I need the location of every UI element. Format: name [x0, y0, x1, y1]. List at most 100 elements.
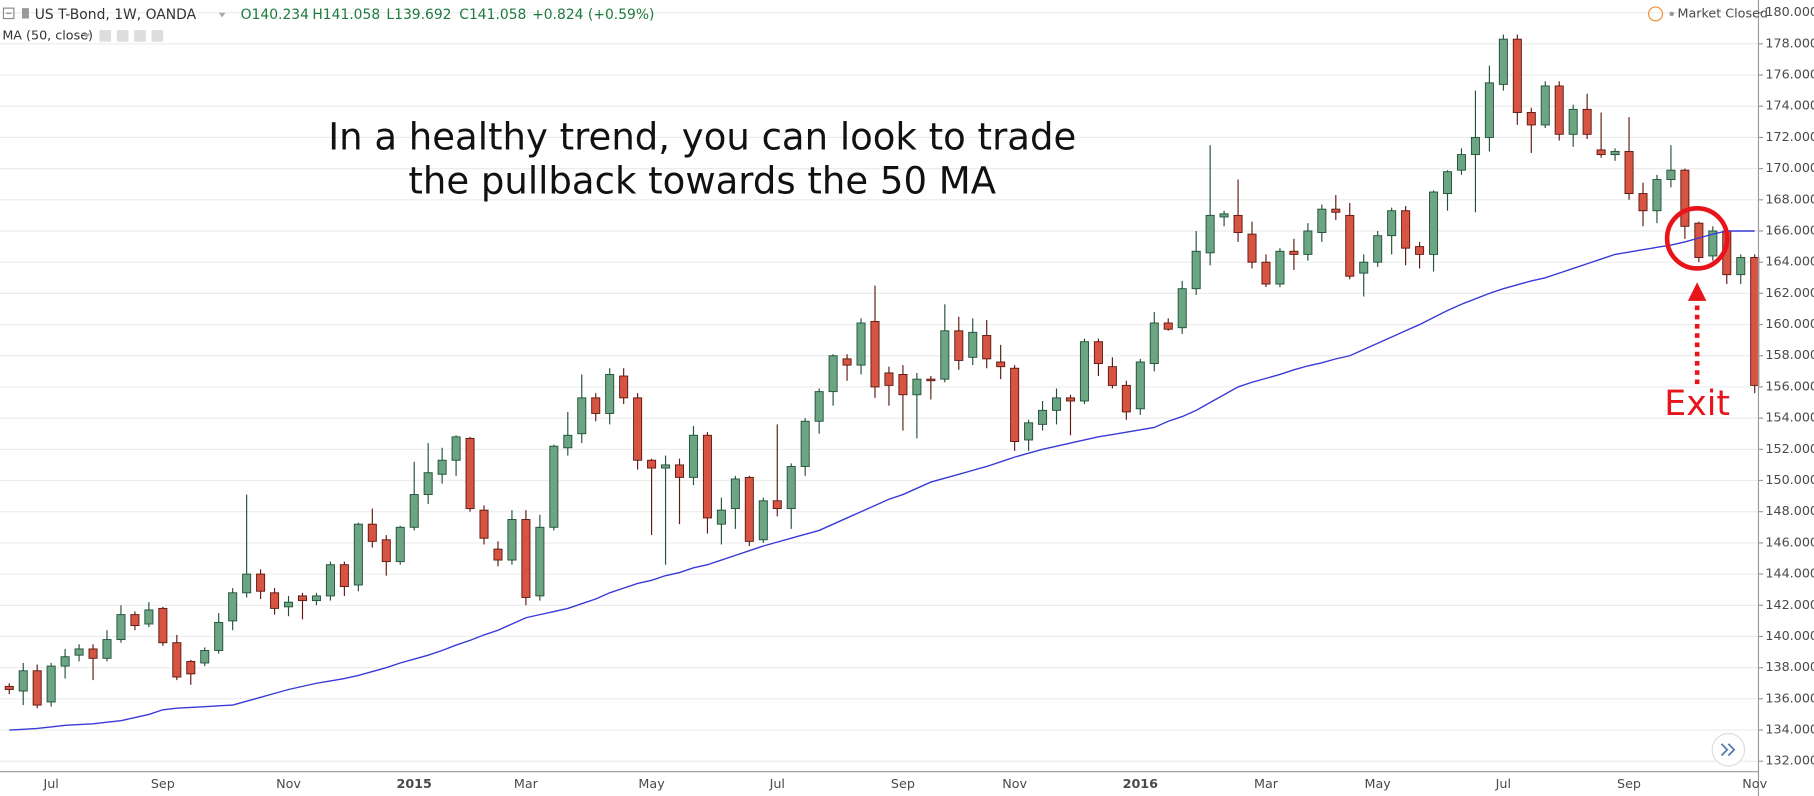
y-tick-label: 152.000: [1765, 441, 1814, 456]
candle-body: [228, 592, 238, 622]
candle-body: [674, 464, 685, 478]
candle-body: [74, 648, 84, 656]
candle-body: [856, 322, 866, 366]
candle-body: [1289, 250, 1299, 255]
candle-body: [1149, 322, 1159, 365]
y-tick-label: 166.000: [1765, 222, 1814, 237]
candle-body: [507, 519, 517, 561]
candle-body: [1415, 246, 1425, 255]
x-tick-label: Mar: [1254, 776, 1279, 791]
exit-circle: [1664, 205, 1730, 271]
candle-body: [814, 391, 824, 422]
candle-body: [884, 372, 894, 386]
candle-body: [1708, 230, 1718, 257]
candle-body: [1247, 233, 1257, 263]
candle-body: [284, 601, 294, 608]
y-tick-label: 176.000: [1765, 67, 1814, 82]
candle-body: [88, 648, 98, 659]
ohlc-close: C141.058: [459, 7, 526, 23]
candle-body: [563, 434, 573, 449]
candle-body: [353, 523, 363, 586]
candle-body: [940, 330, 950, 380]
candle-body: [256, 573, 266, 592]
candle-body: [716, 509, 726, 525]
y-tick-label: 158.000: [1765, 347, 1814, 362]
candle-body: [339, 564, 349, 588]
y-tick-label: 164.000: [1765, 254, 1814, 269]
y-tick-label: 172.000: [1765, 129, 1814, 144]
candle-body: [926, 378, 936, 382]
legend-ma[interactable]: MA (50, close): [2, 27, 93, 42]
candle-body: [954, 330, 964, 361]
candle-body: [1345, 214, 1355, 277]
candle-body: [1680, 169, 1690, 227]
candle-body: [158, 607, 168, 644]
candle-body: [1554, 85, 1564, 135]
candle-body: [898, 374, 908, 396]
y-tick-label: 174.000: [1765, 98, 1814, 113]
y-tick-label: 140.000: [1765, 628, 1814, 643]
candle-body: [1373, 235, 1383, 263]
symbol-title[interactable]: US T-Bond, 1W, OANDA: [35, 7, 197, 23]
candle-body: [1024, 422, 1034, 441]
candle-body: [1331, 208, 1341, 213]
ma-add-button[interactable]: [134, 30, 146, 42]
candle-body: [772, 500, 782, 510]
candle-body: [144, 609, 154, 625]
candle-body: [1526, 112, 1536, 126]
candle-body: [730, 478, 740, 510]
candle-body: [1638, 193, 1648, 212]
candle-body: [1261, 261, 1271, 285]
x-tick-label: Sep: [151, 776, 175, 791]
status-icon: [1647, 6, 1664, 22]
candle-body: [116, 614, 126, 641]
candle-body: [493, 548, 503, 561]
candle-body: [661, 464, 671, 469]
candle-body: [688, 434, 698, 478]
candle-body: [1596, 149, 1606, 156]
candle-body: [577, 397, 587, 435]
candle-body: [186, 660, 196, 675]
candle-body: [619, 375, 629, 399]
y-tick-label: 148.000: [1765, 503, 1814, 518]
candle-body: [1052, 397, 1062, 411]
candle-body: [465, 437, 475, 510]
candle-body: [1163, 322, 1173, 330]
candle-body: [60, 656, 70, 667]
candle-body: [367, 523, 377, 542]
candle-body: [647, 459, 657, 469]
candle-body: [423, 472, 433, 496]
ohlc-low: L139.692: [386, 7, 451, 23]
candle-body: [912, 378, 922, 396]
ma-remove-button[interactable]: [151, 30, 164, 42]
candle-body: [1484, 82, 1494, 138]
dropdown-arrow[interactable]: [218, 12, 226, 18]
candle-body: [32, 670, 42, 706]
ohlc-open: O140.234: [241, 7, 309, 23]
x-tick-label: Sep: [891, 776, 915, 791]
y-tick-label: 178.000: [1765, 35, 1814, 50]
candle-body: [1317, 208, 1327, 234]
dropdown-arrow[interactable]: [83, 33, 91, 39]
y-tick-label: 168.000: [1765, 191, 1814, 206]
candle-body: [1093, 341, 1103, 365]
collapse-icon[interactable]: [2, 7, 15, 20]
candle-body: [1079, 341, 1089, 402]
candle-body: [1540, 85, 1550, 126]
candle-body: [311, 595, 321, 602]
candle-body: [521, 519, 531, 598]
x-tick-label: Jul: [42, 776, 58, 791]
candle-body: [1470, 136, 1480, 156]
ma-eye-button[interactable]: [99, 30, 112, 42]
candle-body: [18, 670, 28, 692]
ma-settings-button[interactable]: [116, 30, 129, 42]
y-tick-label: 146.000: [1765, 534, 1814, 549]
candle-body: [1456, 154, 1466, 171]
candle-body: [870, 320, 880, 388]
candle-body: [744, 476, 754, 542]
candle-body: [46, 665, 56, 703]
candle-body: [702, 434, 712, 519]
annotation-line: the pullback towards the 50 MA: [408, 159, 996, 202]
candle-body: [1177, 288, 1187, 329]
